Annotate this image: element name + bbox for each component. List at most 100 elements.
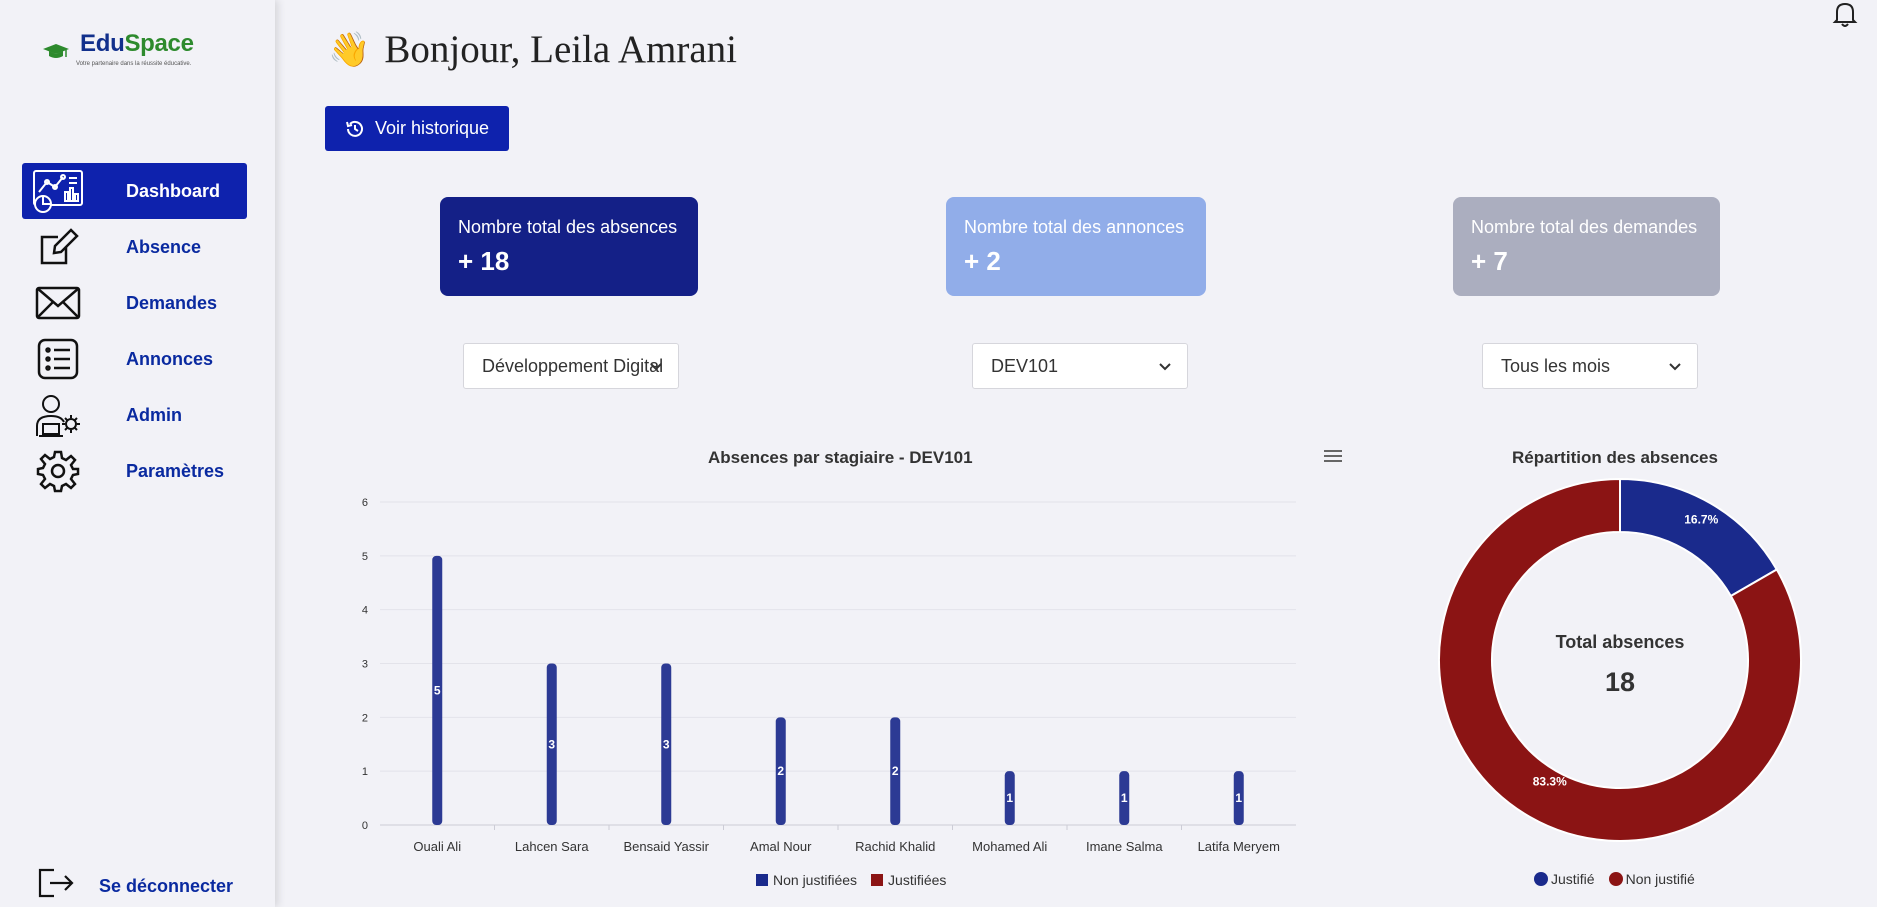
filiere-select[interactable]: Développement Digital bbox=[463, 343, 679, 389]
donut-center-label: Total absences bbox=[1555, 632, 1685, 652]
slice-percent-label: 16.7% bbox=[1684, 512, 1718, 526]
stat-title: Nombre total des demandes bbox=[1471, 217, 1698, 237]
bar-chart-legend: Non justifiées Justifiées bbox=[756, 872, 960, 888]
donut-chart-title: Répartition des absences bbox=[1512, 448, 1718, 467]
y-tick-label: 1 bbox=[362, 766, 368, 778]
sidebar-item-label: Annonces bbox=[126, 348, 214, 369]
bar-data-label: 5 bbox=[434, 683, 441, 697]
brand-tagline: Votre partenaire dans la réussite éducat… bbox=[76, 61, 192, 67]
legend-label: Non justifiées bbox=[773, 872, 858, 888]
view-history-button[interactable]: Voir historique bbox=[325, 106, 509, 151]
greeting-text: Bonjour, Leila Amrani bbox=[384, 28, 737, 71]
sidebar-item-demandes[interactable]: Demandes bbox=[22, 275, 247, 331]
donut-center-value: 18 bbox=[1604, 667, 1636, 697]
module-select[interactable]: DEV101 bbox=[972, 343, 1188, 389]
bar-chart-title: Absences par stagiaire - DEV101 bbox=[708, 448, 973, 467]
envelope-icon bbox=[30, 278, 86, 328]
gear-icon bbox=[30, 446, 86, 496]
legend-item-non-justifiees[interactable]: Non justifiées bbox=[756, 872, 857, 888]
sidebar: EduSpace Votre partenaire dans la réussi… bbox=[0, 0, 275, 907]
admin-user-icon bbox=[30, 390, 86, 440]
legend-label: Non justifié bbox=[1625, 871, 1695, 887]
sidebar-item-label: Absence bbox=[126, 236, 202, 257]
logout-label: Se déconnecter bbox=[99, 876, 234, 896]
stat-card-demandes: Nombre total des demandes + 7 bbox=[1453, 197, 1720, 296]
y-tick-label: 3 bbox=[362, 659, 368, 671]
bar bbox=[775, 717, 786, 825]
legend-label: Justifié bbox=[1551, 871, 1595, 887]
x-tick-label: Mohamed Ali bbox=[972, 839, 1047, 854]
sidebar-item-annonces[interactable]: Annonces bbox=[22, 331, 247, 387]
stat-value: + 18 bbox=[458, 246, 510, 276]
donut-chart: 16.7% 83.3% bbox=[1438, 478, 1802, 842]
bar-data-label: 2 bbox=[777, 764, 784, 778]
bar bbox=[1119, 771, 1130, 825]
bar-data-label: 1 bbox=[1121, 791, 1128, 805]
list-icon bbox=[30, 334, 86, 384]
x-tick-label: Imane Salma bbox=[1086, 839, 1163, 854]
dashboard-icon bbox=[30, 166, 86, 216]
view-history-label: Voir historique bbox=[375, 118, 490, 138]
legend-dot bbox=[1534, 872, 1548, 886]
bar-data-label: 3 bbox=[663, 737, 670, 751]
brand-logo[interactable]: EduSpace Votre partenaire dans la réussi… bbox=[42, 28, 242, 72]
legend-item-non-justifie[interactable]: Non justifié bbox=[1608, 871, 1695, 887]
bar-chart: 0 1 2 3 4 5 6 5 Ouali Ali 3 Lahcen Sara 3 Bensaid Ya… bbox=[362, 497, 1296, 854]
bar bbox=[1004, 771, 1015, 825]
sidebar-item-admin[interactable]: Admin bbox=[22, 387, 247, 443]
chevron-down-icon bbox=[650, 363, 662, 371]
bar-data-label: 1 bbox=[1006, 791, 1013, 805]
bar-data-label: 3 bbox=[548, 737, 555, 751]
bar bbox=[432, 555, 443, 825]
chevron-down-icon bbox=[1159, 363, 1171, 371]
legend-dot bbox=[1608, 872, 1623, 886]
sidebar-item-label: Admin bbox=[126, 404, 182, 425]
bar bbox=[661, 663, 672, 825]
donut-slice bbox=[1619, 478, 1779, 598]
x-tick-label: Bensaid Yassir bbox=[623, 839, 709, 854]
logout-icon bbox=[36, 866, 76, 905]
history-icon bbox=[346, 120, 363, 137]
bar-data-label: 1 bbox=[1235, 791, 1242, 805]
bar bbox=[1233, 771, 1244, 825]
sidebar-item-label: Demandes bbox=[126, 292, 218, 313]
module-select-value: DEV101 bbox=[991, 355, 1059, 376]
legend-swatch bbox=[756, 874, 768, 886]
legend-item-justifie[interactable]: Justifié bbox=[1534, 871, 1595, 887]
month-select[interactable]: Tous les mois bbox=[1482, 343, 1698, 389]
chevron-down-icon bbox=[1669, 363, 1681, 371]
y-tick-label: 4 bbox=[362, 605, 368, 617]
stat-value: + 7 bbox=[1471, 246, 1508, 276]
x-tick-label: Rachid Khalid bbox=[855, 839, 935, 854]
sidebar-item-label: Paramètres bbox=[126, 460, 225, 481]
stat-title: Nombre total des absences bbox=[458, 217, 678, 237]
x-tick-label: Latifa Meryem bbox=[1198, 839, 1280, 854]
waving-hand-icon: 👋 bbox=[328, 31, 371, 69]
brand-name: EduSpace bbox=[80, 30, 194, 57]
month-select-value: Tous les mois bbox=[1501, 355, 1611, 376]
donut-center: Total absences 18 bbox=[1520, 632, 1720, 698]
bar bbox=[546, 663, 557, 825]
chart-menu-icon[interactable] bbox=[1322, 448, 1344, 464]
donut-slice bbox=[1438, 478, 1802, 842]
sidebar-item-dashboard[interactable]: Dashboard bbox=[22, 163, 247, 219]
sidebar-item-absence[interactable]: Absence bbox=[22, 219, 247, 275]
notification-bell-icon[interactable] bbox=[1832, 0, 1858, 28]
y-tick-label: 6 bbox=[362, 497, 368, 509]
sidebar-item-parametres[interactable]: Paramètres bbox=[22, 443, 247, 499]
bar bbox=[890, 717, 901, 825]
logout-button[interactable]: Se déconnecter bbox=[36, 866, 233, 905]
y-tick-label: 2 bbox=[362, 712, 368, 724]
slice-percent-label: 83.3% bbox=[1533, 775, 1567, 789]
legend-item-justifiees[interactable]: Justifiées bbox=[871, 872, 946, 888]
stat-card-annonces: Nombre total des annonces + 2 bbox=[946, 197, 1206, 296]
stat-value: + 2 bbox=[964, 246, 1001, 276]
filiere-select-value: Développement Digital bbox=[482, 355, 664, 376]
graduation-cap-icon bbox=[43, 44, 69, 58]
legend-label: Justifiées bbox=[888, 872, 947, 888]
x-tick-label: Ouali Ali bbox=[413, 839, 461, 854]
y-tick-label: 0 bbox=[362, 820, 368, 832]
legend-swatch bbox=[871, 874, 884, 886]
x-tick-label: Lahcen Sara bbox=[515, 839, 589, 854]
bar-data-label: 2 bbox=[892, 764, 899, 778]
